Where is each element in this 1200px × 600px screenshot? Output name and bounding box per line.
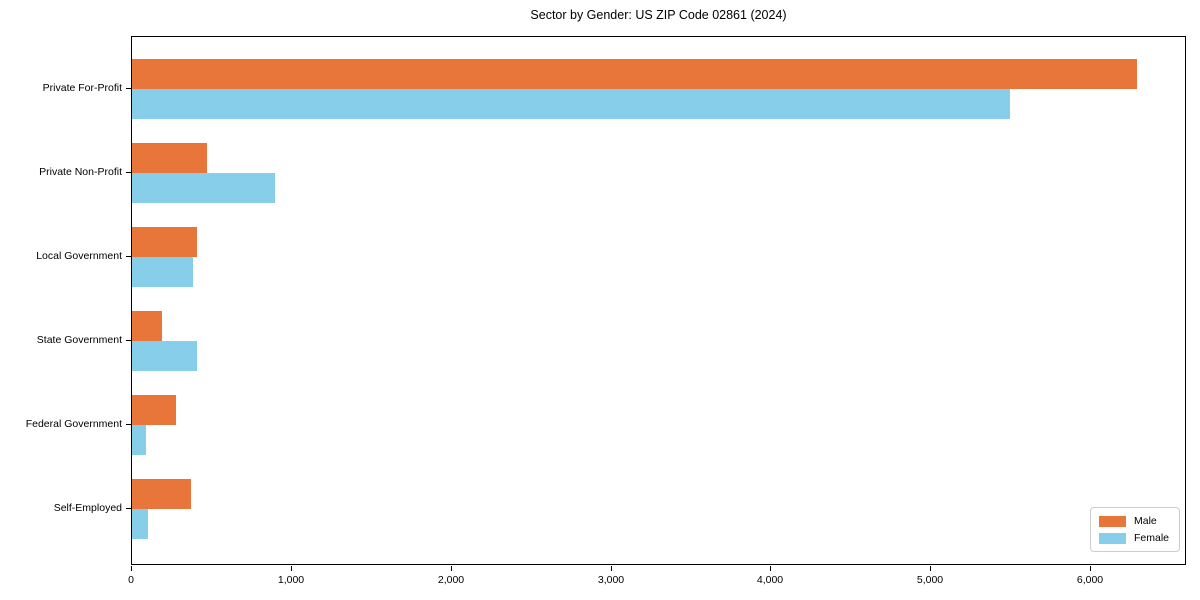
ytick-label-private-for-profit: Private For-Profit	[42, 82, 122, 94]
bar-female-private-non-profit	[132, 173, 275, 203]
ytick-mark-private-for-profit	[126, 88, 131, 89]
bar-male-self-employed	[132, 479, 191, 509]
ytick-mark-private-non-profit	[126, 172, 131, 173]
xtick-label-0: 0	[128, 574, 134, 586]
bars-layer	[132, 37, 1185, 564]
ytick-mark-self-employed	[126, 508, 131, 509]
ytick-mark-local-government	[126, 256, 131, 257]
bar-female-self-employed	[132, 509, 148, 539]
legend-entry-female: Female	[1098, 532, 1169, 544]
ytick-label-self-employed: Self-Employed	[53, 502, 122, 514]
bar-male-local-government	[132, 227, 197, 257]
bar-male-federal-government	[132, 395, 176, 425]
legend-label-male: Male	[1133, 515, 1157, 527]
legend-swatch-female	[1098, 532, 1126, 544]
xtick-mark-0	[131, 566, 132, 571]
ytick-mark-state-government	[126, 340, 131, 341]
xtick-label-3000: 3,000	[597, 574, 625, 586]
ytick-label-private-non-profit: Private Non-Profit	[39, 166, 122, 178]
bar-female-local-government	[132, 257, 193, 287]
xtick-mark-4000	[770, 566, 771, 571]
bar-male-private-non-profit	[132, 143, 207, 173]
bar-male-private-for-profit	[132, 59, 1137, 89]
xtick-label-6000: 6,000	[1076, 574, 1104, 586]
ytick-label-local-government: Local Government	[36, 250, 122, 262]
bar-female-federal-government	[132, 425, 146, 455]
xtick-label-2000: 2,000	[437, 574, 465, 586]
bar-female-private-for-profit	[132, 89, 1010, 119]
xtick-mark-1000	[291, 566, 292, 571]
xtick-mark-3000	[611, 566, 612, 571]
xtick-mark-2000	[451, 566, 452, 571]
legend-entry-male: Male	[1098, 515, 1169, 527]
ytick-label-state-government: State Government	[36, 334, 122, 346]
plot-area: Male Female	[131, 36, 1186, 565]
xtick-label-5000: 5,000	[916, 574, 944, 586]
legend: Male Female	[1089, 507, 1180, 552]
ytick-label-federal-government: Federal Government	[25, 418, 122, 430]
xtick-mark-5000	[930, 566, 931, 571]
legend-label-female: Female	[1133, 532, 1169, 544]
chart-title: Sector by Gender: US ZIP Code 02861 (202…	[530, 8, 787, 22]
bar-male-state-government	[132, 311, 162, 341]
bar-female-state-government	[132, 341, 197, 371]
ytick-mark-federal-government	[126, 424, 131, 425]
legend-swatch-male	[1098, 515, 1126, 527]
xtick-mark-6000	[1090, 566, 1091, 571]
xtick-label-1000: 1,000	[277, 574, 305, 586]
xtick-label-4000: 4,000	[756, 574, 784, 586]
